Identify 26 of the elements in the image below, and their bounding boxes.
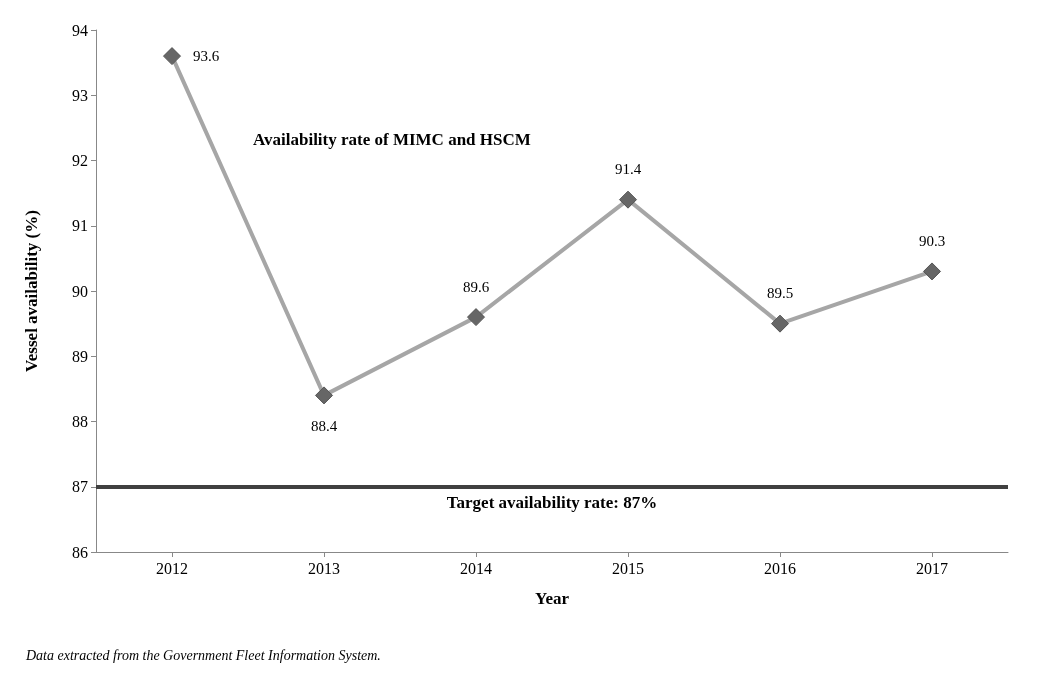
y-axis-title: Vessel availability (%) — [22, 210, 41, 372]
x-axis-title: Year — [535, 589, 570, 608]
y-tick-label: 88 — [72, 413, 88, 430]
x-tick-label: 2013 — [308, 559, 340, 577]
y-tick-label: 90 — [72, 282, 88, 300]
data-label: 88.4 — [310, 417, 338, 434]
x-tick-label: 2012 — [156, 559, 188, 577]
y-tick-label: 86 — [72, 543, 88, 561]
y-tick-label: 89 — [72, 347, 88, 365]
x-tick-label: 2015 — [612, 559, 644, 577]
x-tick-label: 2016 — [764, 559, 796, 577]
text: Availability rate of MIMC and HSCM — [253, 130, 531, 149]
text: Data extracted from the Government Fleet Information System. — [25, 647, 381, 663]
y-tick-label: 93 — [72, 86, 88, 104]
x-tick-label: 2017 — [916, 559, 948, 577]
y-tick-label: 92 — [72, 152, 88, 169]
data-label: 93.6 — [193, 48, 220, 65]
y-tick-label: 94 — [72, 21, 88, 39]
data-label: 89.5 — [766, 285, 794, 302]
ref-line-label: Target availability rate: 87% — [446, 492, 658, 512]
data-label: 90.3 — [918, 232, 946, 249]
x-tick-label: 2014 — [460, 559, 492, 577]
y-tick-label: 87 — [72, 478, 88, 496]
data-label: 91.4 — [614, 161, 642, 178]
data-label: 89.6 — [462, 278, 490, 295]
y-tick-label: 91 — [72, 217, 88, 235]
